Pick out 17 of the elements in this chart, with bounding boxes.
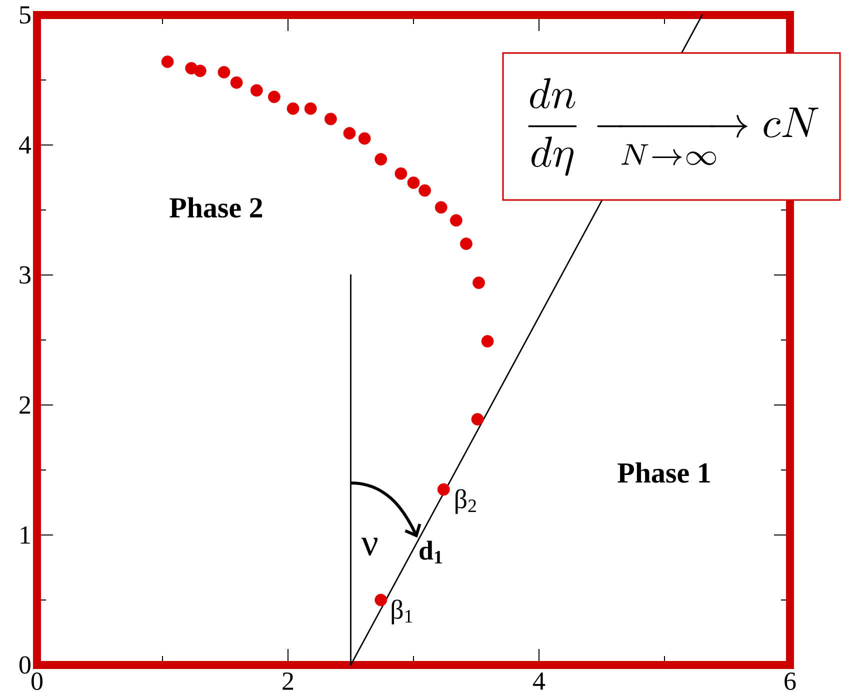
y-tick-label: 3	[20, 266, 30, 284]
y-tick-label: 2	[20, 396, 30, 414]
annotation: d$_{1}$	[420, 540, 442, 564]
x-tick-label: 6	[784, 672, 796, 690]
annotation: ν	[361, 538, 378, 556]
annotation: Phase 2	[170, 197, 262, 218]
y-tick-label: 5	[20, 6, 30, 24]
x-tick-label: 4	[533, 672, 546, 690]
annotation: β$_{1}$	[392, 600, 412, 624]
y-tick-label: 0	[19, 656, 30, 674]
annotation: Phase 1	[618, 462, 710, 483]
annotation: β$_{2}$	[456, 489, 476, 514]
y-tick-label: 4	[18, 136, 32, 154]
x-tick-label: 2	[282, 672, 294, 690]
annotation: $\frac{dn}{d\eta}\xrightarrow[N\to\infty]{\qquad\quad}cN$	[528, 78, 818, 176]
y-tick-label: 1	[20, 526, 30, 544]
x-tick-label: 0	[31, 672, 43, 690]
